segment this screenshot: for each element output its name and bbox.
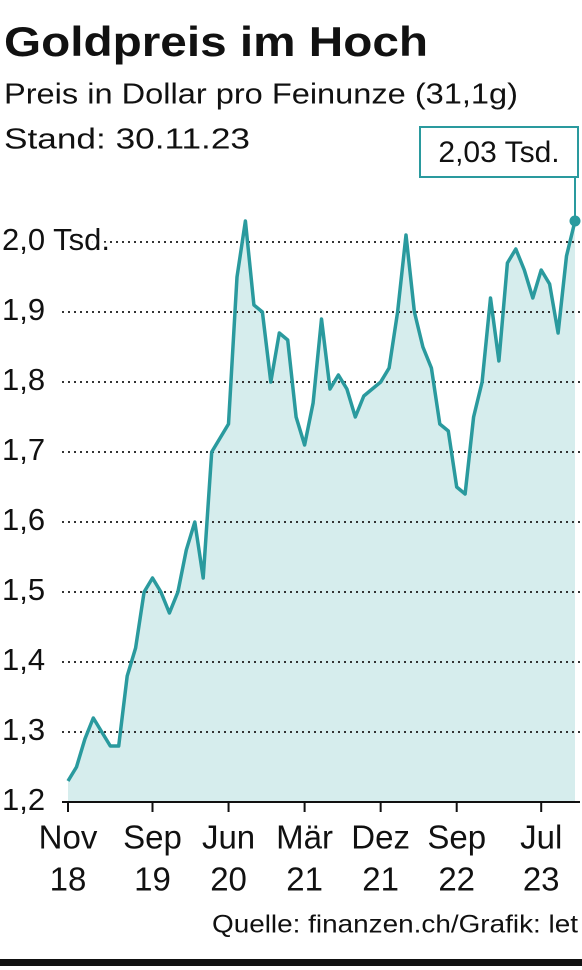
area-fill xyxy=(68,221,575,802)
price-line xyxy=(66,219,577,782)
x-tick-label: Mär xyxy=(276,819,333,856)
y-tick-label: 1,9 xyxy=(2,292,45,327)
y-tick-label: 1,6 xyxy=(2,502,45,537)
y-tick-label: 1,4 xyxy=(2,642,45,677)
chart-title: Goldpreis im Hoch xyxy=(4,18,428,65)
source: Quelle: finanzen.ch/Grafik: let xyxy=(212,911,578,939)
x-tick-label: 21 xyxy=(362,861,399,898)
x-tick-label: 23 xyxy=(523,861,560,898)
y-tick-label: 1,2 xyxy=(2,782,45,817)
x-tick-label: Nov xyxy=(39,819,98,856)
x-tick-label: 18 xyxy=(50,861,87,898)
x-tick-label: 22 xyxy=(438,861,475,898)
stand-date: Stand: 30.11.23 xyxy=(4,124,250,156)
x-tick-label: Jul xyxy=(520,819,562,856)
y-tick-label: 1,8 xyxy=(2,362,45,397)
chart-subtitle: Preis in Dollar pro Feinunze (31,1g) xyxy=(4,79,518,111)
x-tick-label: Dez xyxy=(351,819,410,856)
callout-box xyxy=(419,126,579,178)
bottom-bar xyxy=(0,959,582,966)
y-tick-label: 1,5 xyxy=(2,572,45,607)
x-tick-label: Sep xyxy=(427,819,486,856)
x-tick-label: 21 xyxy=(286,861,323,898)
x-tick-label: Sep xyxy=(123,819,182,856)
x-tick-label: 19 xyxy=(134,861,171,898)
x-tick-label: 20 xyxy=(210,861,247,898)
y-tick-label: 1,3 xyxy=(2,712,45,747)
y-tick-label: 1,7 xyxy=(2,432,45,467)
value-label: 2,03 Tsd. xyxy=(438,136,559,169)
y-tick-label: 2,0 Tsd. xyxy=(2,222,110,257)
x-tick-label: Jun xyxy=(202,819,255,856)
